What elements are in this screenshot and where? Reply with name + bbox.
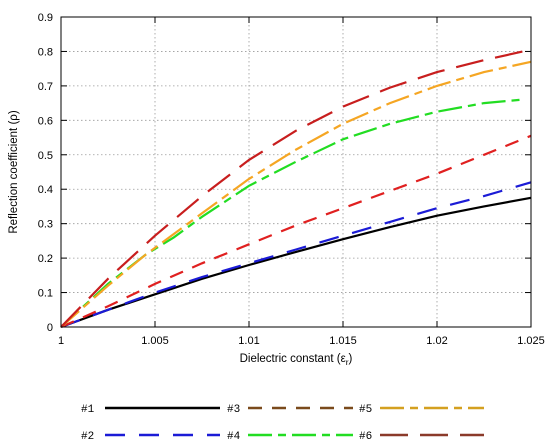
- legend-label: #4: [227, 431, 241, 443]
- x-tick-label: 1.015: [329, 335, 357, 347]
- y-tick-label: 0: [47, 322, 53, 334]
- legend-label: #6: [359, 431, 372, 443]
- y-tick-label: 0.3: [38, 219, 53, 231]
- series-line-1: [60, 196, 532, 329]
- series-line-5: [60, 60, 532, 328]
- axis-ticks: 1 1.005 1.01 1.015 1.02 1.025 0 0.1 0.2 0.3 0.4 0.5…: [38, 12, 545, 347]
- y-tick-label: 0.4: [38, 184, 53, 196]
- series-lines: [60, 48, 532, 329]
- x-axis-title-subscript: r: [346, 357, 349, 367]
- y-tick-label: 0.2: [38, 253, 53, 265]
- legend-label: #2: [81, 431, 94, 443]
- x-tick-label: 1.02: [426, 335, 447, 347]
- x-axis-title-close: ): [349, 353, 353, 365]
- y-tick-label: 0.9: [38, 12, 53, 24]
- plot-frame: [60, 16, 532, 328]
- series-line-2: [60, 181, 532, 329]
- y-tick-label: 0.6: [38, 115, 53, 127]
- y-tick-label: 0.5: [38, 150, 53, 162]
- y-tick-label: 0.8: [38, 46, 53, 58]
- legend-label: #5: [359, 404, 372, 416]
- series-line-6: [60, 48, 532, 328]
- series-line-3: [60, 134, 532, 329]
- x-axis-title: Dielectric constant (εr): [240, 353, 353, 367]
- y-tick-label: 0.7: [38, 81, 53, 93]
- x-tick-label: 1: [58, 335, 64, 347]
- legend: #1 #3 #5 #2 #4 #6: [81, 404, 484, 443]
- x-tick-label: 1.01: [238, 335, 259, 347]
- grid-lines: [61, 17, 531, 327]
- legend-label: #1: [81, 404, 95, 416]
- x-tick-label: 1.025: [517, 335, 545, 347]
- y-axis-title: Reflection coefficient (ρ): [8, 110, 20, 233]
- legend-label: #3: [227, 404, 240, 416]
- y-tick-label: 0.1: [38, 288, 53, 300]
- x-tick-label: 1.005: [141, 335, 169, 347]
